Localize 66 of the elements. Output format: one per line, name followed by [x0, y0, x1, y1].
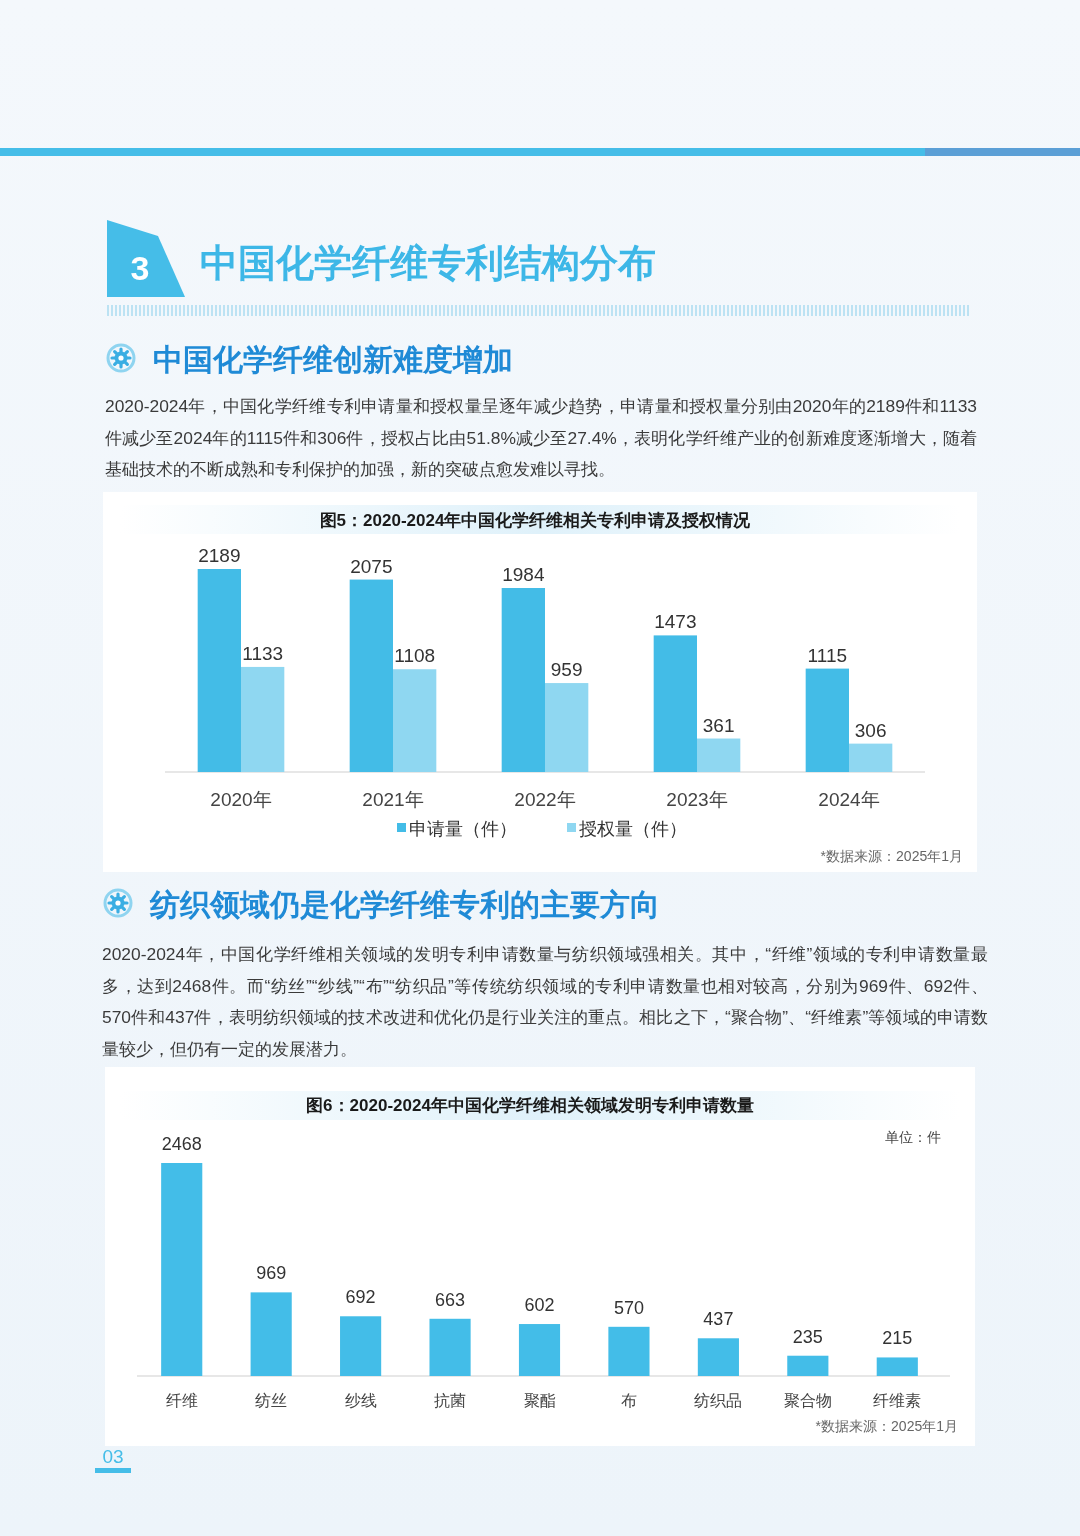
x-tick-label: 抗菌	[434, 1392, 467, 1409]
data-label: 235	[792, 1326, 823, 1347]
chart-title: 图6：2020-2024年中国化学纤维相关领域发明专利申请数量	[306, 1096, 754, 1115]
data-label: 692	[345, 1287, 376, 1308]
data-label: 361	[702, 714, 735, 736]
bar	[241, 666, 285, 772]
text: 3	[130, 249, 150, 287]
text: 纺织领域仍是化学纤维专利的主要方向	[149, 888, 660, 921]
x-tick-label: 2024年	[818, 789, 880, 810]
legend-label: 申请量（件）	[409, 819, 517, 839]
text: *数据来源：2025年1月	[815, 1418, 958, 1434]
bar	[608, 1326, 650, 1376]
data-label: 602	[524, 1295, 555, 1316]
bar	[697, 738, 741, 772]
x-tick-label: 布	[620, 1392, 637, 1409]
text: 03	[102, 1446, 124, 1467]
data-label: 1108	[394, 645, 436, 667]
x-tick-label: 纤维	[165, 1392, 198, 1409]
text: 单位：件	[885, 1129, 941, 1145]
bar	[250, 1292, 292, 1376]
bar	[501, 588, 545, 772]
x-tick-label: 聚合物	[783, 1392, 832, 1409]
chart-title: 图5：2020-2024年中国化学纤维相关专利申请及授权情况	[319, 511, 752, 530]
data-label: 959	[550, 659, 583, 681]
bar	[161, 1163, 203, 1376]
data-label: 306	[854, 719, 887, 741]
bar	[393, 669, 437, 772]
data-label: 2468	[161, 1134, 202, 1154]
x-tick-label: 2023年	[666, 789, 728, 810]
bar	[429, 1318, 471, 1376]
bar	[545, 683, 589, 772]
legend-label: 授权量（件）	[579, 819, 687, 839]
x-tick-label: 纺丝	[255, 1392, 288, 1409]
data-label: 1984	[502, 564, 545, 586]
x-tick-label: 聚酯	[523, 1392, 556, 1409]
text: 2020-2024年，中国化学纤维相关领域的发明专利申请数量与纺织领域强相关。其中，“纤维”领域的专利申请数量最多，达到2468件。而“纺丝”“纱线”“布”“纺织品”等传统纺织领域的专利申请数量也相对较高，分别为969件、692件、570件和437件，表明纺织领域的技术改进和优化仍是行业关注的重点。相比之下，“聚合物”、“纤维素”等领域的申请数量较少，但仍有一定的发展潜力。	[102, 943, 988, 1062]
bar	[876, 1357, 918, 1376]
data-label: 2189	[198, 545, 241, 566]
data-label: 1473	[654, 611, 697, 633]
bar	[653, 635, 697, 772]
bar	[805, 668, 849, 772]
bar	[340, 1316, 382, 1376]
data-label: 663	[435, 1289, 466, 1310]
text: 中国化学纤维创新难度增加	[153, 343, 513, 376]
bar	[787, 1355, 829, 1376]
text: 2020-2024年，中国化学纤维专利申请量和授权量呈逐年减少趋势，申请量和授权量分别由2020年的2189件和1133件减少至2024年的1115件和306件，授权占比由51.8%减少至27.4%，表明化学纤维产业的创新难度逐渐增大，随着基础技术的不断成熟和专利保护的加强，新的突破点愈发难以寻找。	[105, 395, 977, 481]
bar	[197, 569, 241, 772]
data-label: 969	[256, 1263, 287, 1284]
data-label: 1115	[807, 644, 848, 666]
x-tick-label: 纤维素	[873, 1392, 922, 1409]
data-label: 437	[703, 1309, 734, 1330]
data-label: 1133	[242, 642, 284, 664]
data-label: 215	[882, 1328, 913, 1349]
bar	[849, 743, 893, 772]
text: *数据来源：2025年1月	[820, 848, 963, 864]
bar	[518, 1324, 561, 1376]
x-tick-label: 2020年	[210, 789, 272, 810]
x-tick-label: 2022年	[514, 789, 576, 810]
bar	[697, 1338, 739, 1376]
bar	[349, 579, 393, 772]
data-label: 2075	[350, 555, 393, 577]
x-tick-label: 纱线	[344, 1392, 377, 1409]
x-tick-label: 纺织品	[694, 1392, 743, 1409]
text: 中国化学纤维专利结构分布	[200, 242, 656, 284]
data-label: 570	[613, 1297, 644, 1318]
x-tick-label: 2021年	[362, 789, 424, 810]
